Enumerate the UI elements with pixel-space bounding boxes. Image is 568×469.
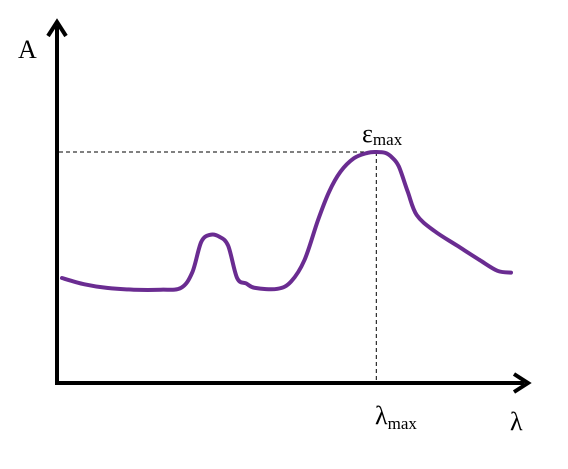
- absorbance-curve: [60, 149, 513, 292]
- peak-annotation-subscript: max: [373, 130, 403, 149]
- x-axis-label: λ: [510, 407, 523, 436]
- lambda-max-subscript: max: [388, 414, 418, 433]
- lambda-max-annotation: λmax: [375, 401, 417, 433]
- x-axis: [55, 372, 532, 394]
- peak-annotation: εmax: [362, 119, 403, 149]
- x-axis-arrow-icon: [512, 372, 532, 394]
- y-axis-label: A: [18, 35, 37, 64]
- y-axis: [46, 18, 68, 383]
- peak-annotation-symbol: ε: [362, 119, 373, 148]
- lambda-max-symbol: λ: [375, 401, 388, 430]
- y-axis-arrow-icon: [46, 18, 68, 38]
